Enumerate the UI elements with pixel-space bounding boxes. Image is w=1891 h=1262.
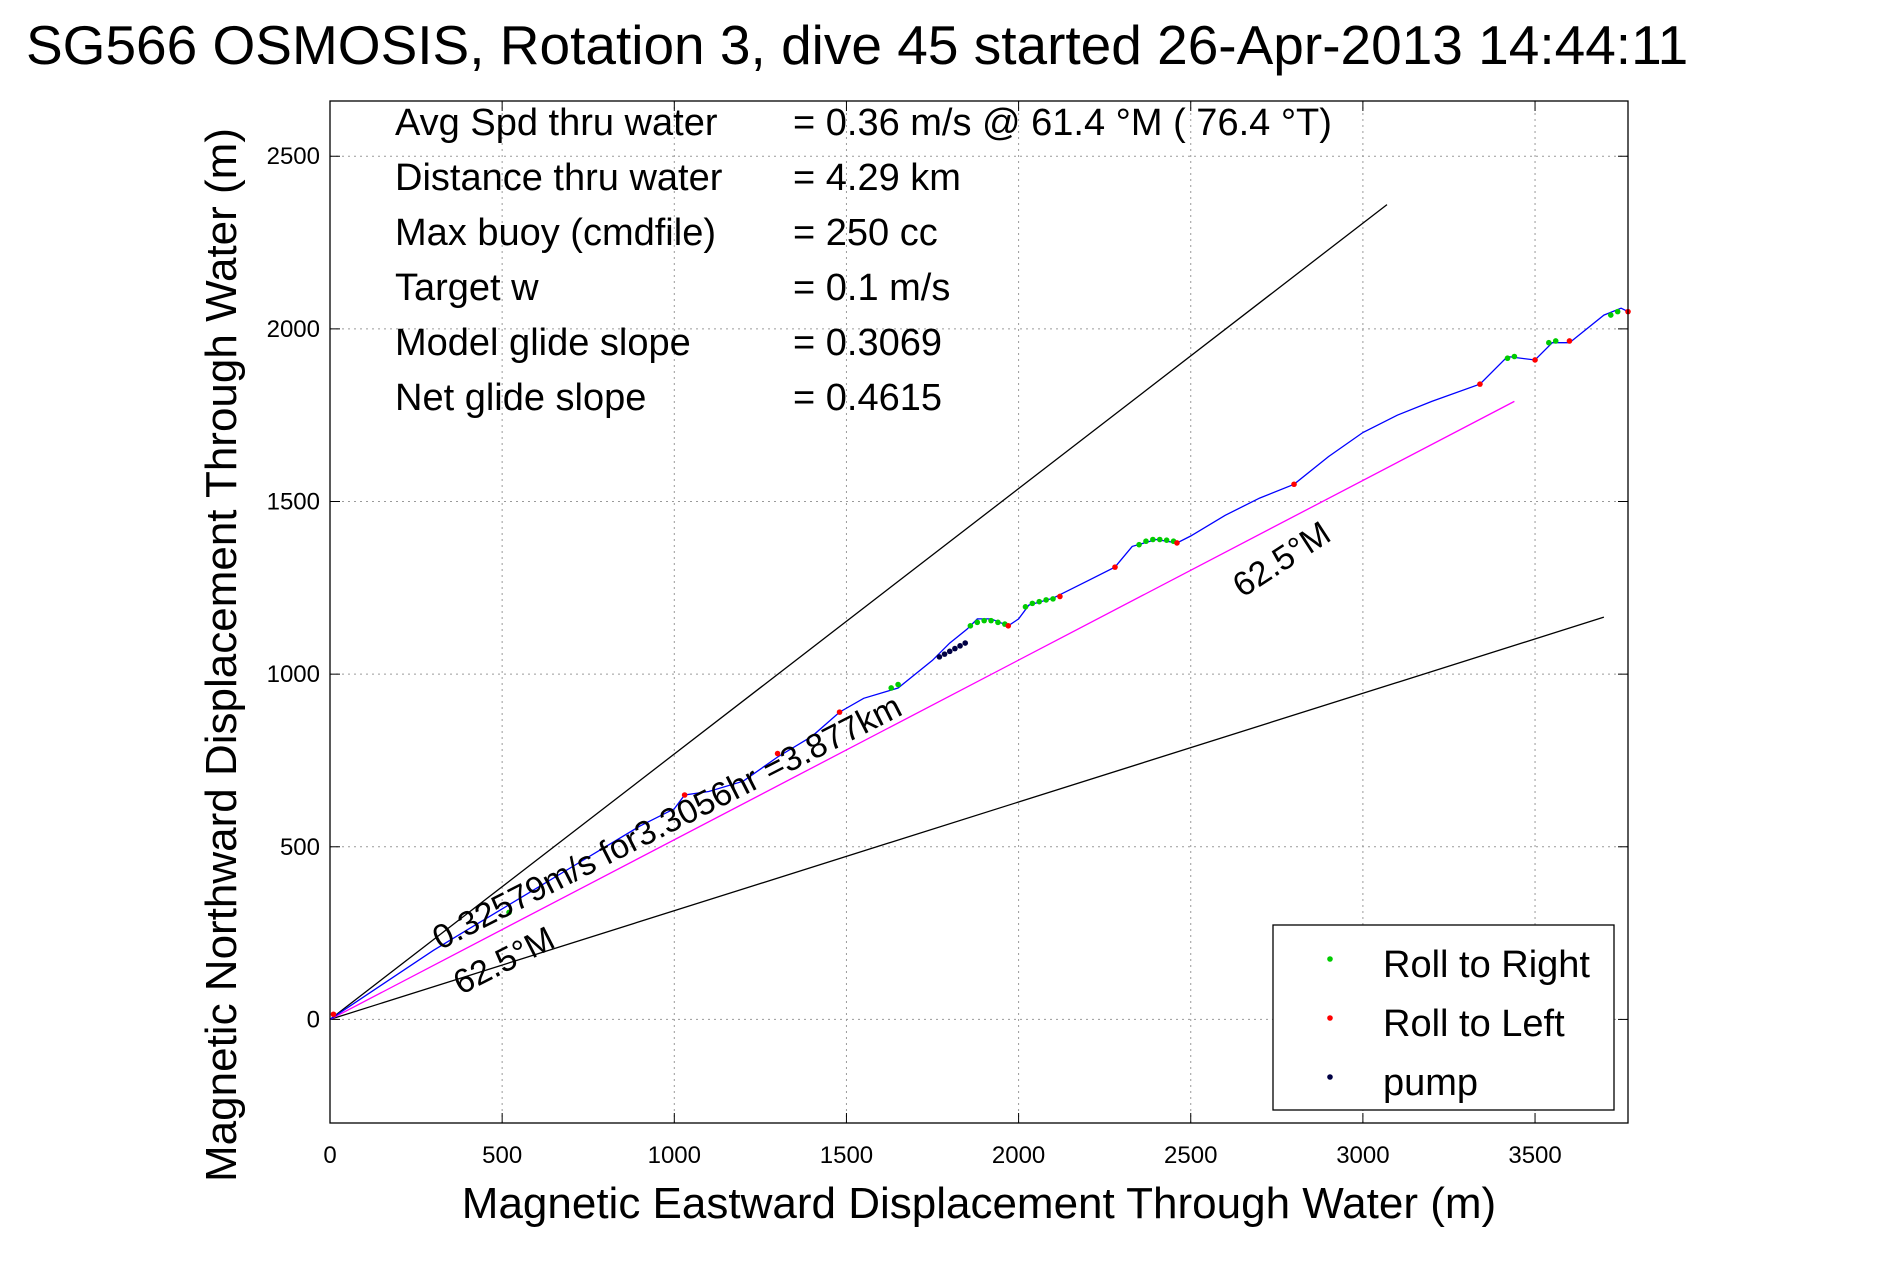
data-point <box>974 619 981 626</box>
data-point <box>1150 536 1156 543</box>
reference-lines <box>329 204 1605 1021</box>
stat-label: Distance thru water <box>395 157 723 199</box>
data-point <box>995 619 1001 626</box>
legend-marker <box>1327 1015 1333 1021</box>
data-point <box>774 750 781 757</box>
reference-line <box>329 616 1605 1021</box>
data-point <box>1546 339 1552 346</box>
y-tick-label: 2000 <box>267 316 320 343</box>
data-point <box>1532 357 1538 363</box>
reference-line <box>329 204 1388 1020</box>
x-axis-label: Magnetic Eastward Displacement Through W… <box>462 1179 1496 1228</box>
legend-entry: pump <box>1383 1062 1478 1104</box>
data-point <box>1005 623 1012 629</box>
data-point <box>1291 481 1297 488</box>
legend-marker <box>1327 1074 1333 1080</box>
data-point <box>1029 600 1036 607</box>
data-point <box>681 792 688 798</box>
data-point <box>941 651 948 657</box>
data-point <box>506 909 512 916</box>
stat-label: Avg Spd thru water <box>395 102 718 144</box>
data-point <box>330 1011 337 1018</box>
y-axis-label: Magnetic Northward Displacement Through … <box>197 128 246 1182</box>
data-point <box>1163 537 1170 543</box>
legend-marker <box>1327 956 1333 962</box>
data-point <box>1143 538 1149 545</box>
stat-label: Target w <box>395 267 539 309</box>
ticks: 0 500 1000 1500 2000 2500 3000 3500 0 500 1000 1500… <box>267 101 1628 1169</box>
data-point <box>962 640 969 646</box>
legend: Roll to Right Roll to Left pump <box>1272 924 1615 1111</box>
points <box>330 308 1631 1018</box>
x-tick-label: 1000 <box>648 1142 701 1169</box>
legend-entry: Roll to Left <box>1383 1003 1565 1045</box>
data-point <box>957 643 963 649</box>
track-line <box>329 307 1629 1020</box>
x-tick-label: 2000 <box>992 1142 1045 1169</box>
y-tick-label: 2500 <box>267 143 320 170</box>
stat-value: = 0.3069 <box>793 322 942 364</box>
stats-block: Avg Spd thru water = 0.36 m/s @ 61.4 °M (… <box>395 102 1332 419</box>
data-point <box>1043 597 1049 603</box>
data-point <box>1022 604 1029 610</box>
data-point <box>1614 308 1621 315</box>
data-point <box>1174 540 1180 546</box>
y-tick-label: 1000 <box>267 661 320 688</box>
data-point <box>1504 355 1511 362</box>
data-point <box>836 709 843 715</box>
stat-value: = 4.29 km <box>793 157 961 199</box>
data-point <box>1156 536 1163 543</box>
data-point <box>1511 353 1518 360</box>
data-point <box>1477 381 1483 387</box>
x-tick-label: 3500 <box>1508 1142 1561 1169</box>
stat-value: = 0.1 m/s <box>793 267 950 309</box>
x-tick-label: 3000 <box>1336 1142 1389 1169</box>
data-point <box>895 681 901 688</box>
data-point <box>1057 593 1063 600</box>
data-point <box>888 685 895 691</box>
track <box>329 307 1629 1020</box>
x-tick-label: 2500 <box>1164 1142 1217 1169</box>
stat-value: = 0.36 m/s @ 61.4 °M ( 76.4 °T) <box>793 102 1332 144</box>
stat-label: Net glide slope <box>395 377 646 419</box>
stat-value: = 0.4615 <box>793 377 942 419</box>
data-point <box>1566 338 1573 344</box>
data-point <box>1607 312 1614 318</box>
data-point <box>946 648 953 655</box>
data-point <box>936 654 943 660</box>
y-tick-label: 0 <box>307 1006 320 1033</box>
stat-label: Model glide slope <box>395 322 691 364</box>
data-point <box>1050 596 1056 602</box>
data-point <box>967 623 974 629</box>
data-point <box>952 645 958 652</box>
reference-line <box>329 400 1515 1020</box>
stat-label: Max buoy (cmdfile) <box>395 212 716 254</box>
data-point <box>981 617 987 624</box>
y-tick-label: 1500 <box>267 489 320 516</box>
data-point <box>1552 338 1559 344</box>
x-tick-label: 500 <box>482 1142 522 1169</box>
x-tick-label: 1500 <box>820 1142 873 1169</box>
data-point <box>988 617 994 624</box>
chart-title: SG566 OSMOSIS, Rotation 3, dive 45 start… <box>26 14 1688 76</box>
x-tick-label: 0 <box>323 1142 336 1169</box>
data-point <box>1136 541 1142 548</box>
data-point <box>1036 598 1043 605</box>
data-point <box>1112 564 1118 570</box>
y-tick-label: 500 <box>280 834 320 861</box>
legend-entry: Roll to Right <box>1383 944 1590 986</box>
plot-frame <box>329 100 1629 1124</box>
stat-value: = 250 cc <box>793 212 938 254</box>
